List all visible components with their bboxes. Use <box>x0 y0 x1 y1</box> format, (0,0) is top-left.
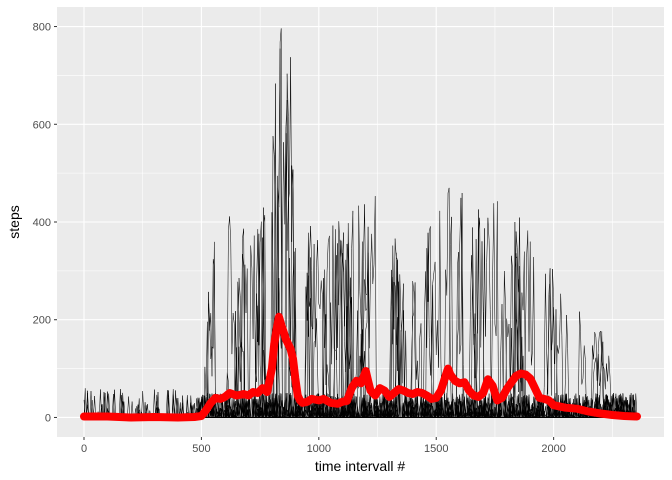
y-axis: 0 200 400 600 800 <box>33 22 57 424</box>
x-tick-label: 2000 <box>541 443 565 455</box>
mean-steps-line <box>80 312 641 422</box>
y-tick-label: 400 <box>33 217 51 229</box>
y-tick-label: 200 <box>33 315 51 327</box>
y-tick-label: 800 <box>33 22 51 34</box>
x-tick-label: 1000 <box>307 443 331 455</box>
y-tick-label: 600 <box>33 119 51 131</box>
x-axis-title: time intervall # <box>315 458 405 474</box>
x-tick-label: 1500 <box>424 443 448 455</box>
y-tick-label: 0 <box>45 412 51 424</box>
x-axis: 0 500 1000 1500 2000 <box>81 437 566 455</box>
x-tick-label: 500 <box>192 443 210 455</box>
x-tick-label: 0 <box>81 443 87 455</box>
series-layer <box>80 312 641 422</box>
y-axis-title: steps <box>6 205 22 238</box>
